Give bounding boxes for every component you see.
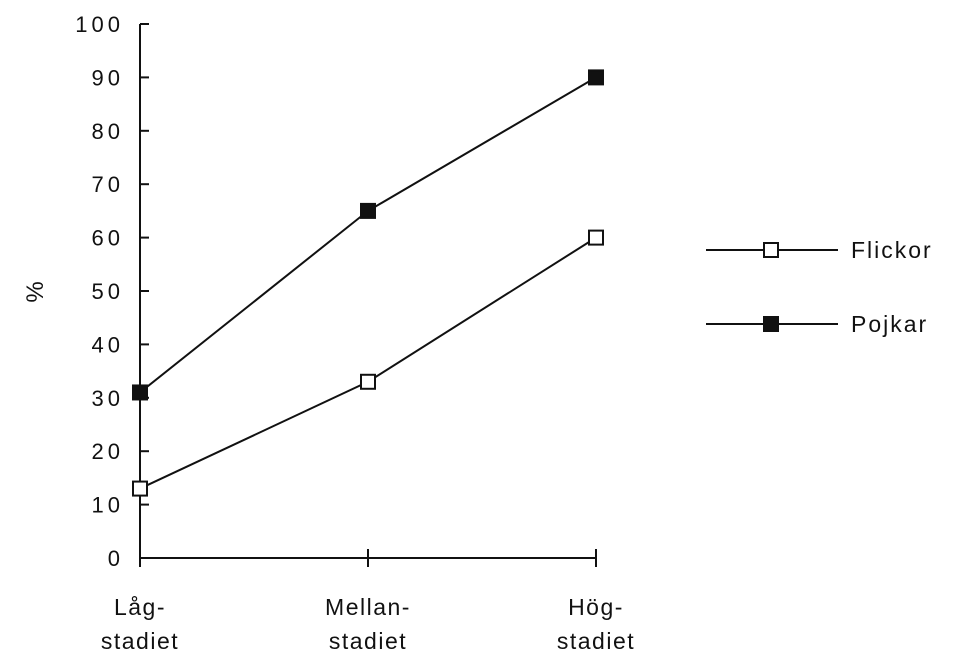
x-tick-label: Mellan- bbox=[325, 594, 411, 620]
legend: Flickor Pojkar bbox=[706, 237, 933, 337]
x-tick-label: Låg- bbox=[114, 594, 166, 620]
x-tick-label: stadiet bbox=[329, 628, 407, 654]
series-line-pojkar bbox=[140, 77, 596, 392]
y-tick-label: 50 bbox=[92, 279, 124, 304]
y-tick-label: 10 bbox=[92, 493, 124, 518]
y-tick-label: 0 bbox=[108, 546, 124, 571]
axes: 0 10 20 30 40 50 60 70 80 90 100 Låg-stadiet Mellan-… bbox=[75, 12, 635, 654]
data-point-flickor bbox=[133, 482, 147, 496]
series-line-flickor bbox=[140, 238, 596, 489]
data-point-pojkar bbox=[589, 70, 603, 84]
legend-label-flickor: Flickor bbox=[851, 237, 933, 263]
legend-marker-pojkar bbox=[764, 317, 778, 331]
y-axis-title: % bbox=[22, 281, 49, 302]
data-point-pojkar bbox=[133, 385, 147, 399]
y-tick-label: 40 bbox=[92, 332, 124, 357]
y-tick-label: 20 bbox=[92, 439, 124, 464]
x-tick-label: stadiet bbox=[101, 628, 179, 654]
y-tick-label: 30 bbox=[92, 386, 124, 411]
y-tick-label: 100 bbox=[75, 12, 124, 37]
y-tick-label: 90 bbox=[92, 65, 124, 90]
data-point-flickor bbox=[589, 231, 603, 245]
x-tick-label: stadiet bbox=[557, 628, 635, 654]
y-tick-label: 60 bbox=[92, 226, 124, 251]
legend-marker-flickor bbox=[764, 243, 778, 257]
y-tick-label: 80 bbox=[92, 119, 124, 144]
x-tick-label: Hög- bbox=[568, 594, 624, 620]
y-tick-label: 70 bbox=[92, 172, 124, 197]
data-point-flickor bbox=[361, 375, 375, 389]
series-group bbox=[133, 70, 603, 495]
data-point-pojkar bbox=[361, 204, 375, 218]
legend-label-pojkar: Pojkar bbox=[851, 311, 928, 337]
